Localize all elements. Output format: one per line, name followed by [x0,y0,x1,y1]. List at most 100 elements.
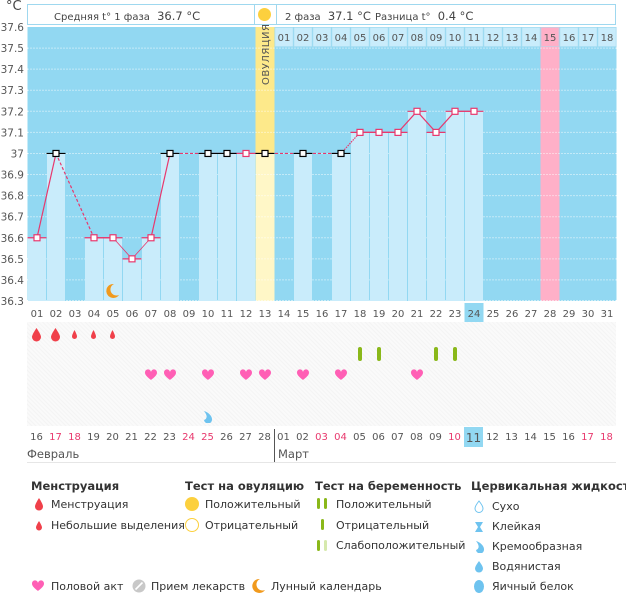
menstruation-light-marker [103,324,122,344]
cycle-day-label: 06 [126,309,139,320]
legend-menstruation-title: Менструация [31,479,120,493]
phase2-day-cell [521,27,541,47]
today-cycle-day-highlight [464,303,484,322]
temperature-point [223,149,231,158]
phase2-day-cell [407,27,427,47]
temperature-bar [370,132,388,301]
ovulation-label: ОВУЛЯЦИЯ [261,24,272,86]
legend-cervical-fluid-title: Цервикальная жидкость [471,479,626,493]
phase2-average: 2 фаза 37.1 °C [285,9,371,23]
phase2-value: 37.1 °C [327,9,371,23]
legend-fluid-creamy: Кремообразная [492,540,583,553]
chart-points-layer [27,107,484,298]
calendar-date: 03 [315,432,328,443]
legend-fluid-sticky: Клейкая [492,520,541,533]
header-divider-left [254,5,255,24]
legend-light-spotting-item: Небольшие выделения [51,519,185,532]
temperature-bar [332,153,350,301]
cycle-day-label: 13 [259,309,272,320]
cycle-day-label: 01 [31,309,44,320]
calendar-bottom-rule [27,462,616,463]
cervical-fluid-creamy-marker [198,406,217,426]
cycle-day-label: 23 [449,309,462,320]
temperature-point [470,107,478,115]
menstruation-heavy-marker [46,324,65,344]
month-separator [274,429,275,462]
y-tick-label: 37 [11,148,24,160]
ovulation-negative-icon [185,518,199,532]
legend-fluid-watery: Водянистая [492,560,561,573]
phase2-day-cell [369,27,389,47]
y-tick-label: 37.3 [1,85,24,97]
bbt-chart: 01 02 03 04 05 06 07 08 09 10 11 12 13 14 15 16 17 18 ОВУЛ… [1,22,617,322]
calendar-date: 10 [448,432,461,443]
intercourse-heart-icon [31,580,45,591]
temperature-line-segment [150,153,171,238]
phase2-day-cell [445,27,465,47]
cycle-day-label: 30 [582,309,595,320]
temperature-bar [142,237,160,301]
legend-pregnancy-negative: Отрицательный [336,519,430,532]
temperature-point [166,149,174,158]
calendar-date: 19 [87,432,100,443]
phase2-day-cell [578,27,598,47]
y-tick-label: 37.2 [1,106,24,118]
phase2-day-cell [331,27,351,47]
temperature-point [375,128,383,136]
menstruation-light-marker [65,324,84,344]
temperature-point [299,149,307,158]
ovulation-positive-icon [185,497,199,511]
calendar-date: 18 [68,432,81,443]
phase2-day-label: 03 [316,33,329,44]
phase2-day-label: 01 [278,33,291,44]
month-label-march: Март [278,447,309,461]
legend-ovulation-test-title: Тест на овуляцию [185,479,305,493]
calendar-date: 12 [486,432,499,443]
y-tick-label: 36.5 [1,254,24,266]
temperature-point [356,128,364,136]
temperature-point [90,234,98,242]
calendar-date: 16 [30,432,43,443]
y-tick-label: 36.4 [1,275,25,287]
cycle-day-label: 15 [297,309,310,320]
y-tick-label: 37.5 [1,43,24,55]
y-tick-label: 36.6 [1,233,25,245]
temperature-difference: Разница t° 0.4 °C [375,9,473,23]
calendar-date: 20 [106,432,119,443]
pregnancy-test-negative-marker [426,344,445,364]
intercourse-heart-marker [331,365,350,385]
cycle-day-label: 11 [221,309,234,320]
phase2-day-cell [483,27,503,47]
calendar-date: 16 [562,432,575,443]
pregnancy-test-negative-marker [369,344,388,364]
temperature-point [394,128,402,136]
calendar-date: 22 [144,432,157,443]
y-tick-label: 36.9 [1,170,24,182]
pregnancy-test-negative-marker [350,344,369,364]
cycle-day-label: 29 [563,309,576,320]
calendar-date: 05 [353,432,366,443]
phase2-day-label: 13 [506,33,519,44]
intercourse-heart-marker [198,365,217,385]
pregnancy-test-negative-marker [445,344,464,364]
header-divider-right [276,5,277,24]
phase1-average: Средняя t° 1 фаза 36.7 °C [54,9,200,23]
marker-rows [27,322,616,426]
phase2-day-cell [540,27,560,47]
calendar-date: 02 [296,432,309,443]
phase2-day-cell [426,27,446,47]
temperature-bar [389,132,407,301]
phase2-day-label: 18 [601,33,614,44]
phase2-day-label: 17 [582,33,595,44]
cycle-day-label: 03 [69,309,82,320]
calendar-date: 09 [429,432,442,443]
temperature-point [109,234,117,242]
cycle-day-label: 02 [50,309,63,320]
intercourse-heart-marker [236,365,255,385]
temperature-bar [85,237,103,301]
phase2-day-cell [293,27,313,47]
temperature-bar [465,111,483,301]
plot-area [27,27,617,301]
cycle-day-label: 21 [411,309,424,320]
cycle-day-label: 07 [145,309,158,320]
